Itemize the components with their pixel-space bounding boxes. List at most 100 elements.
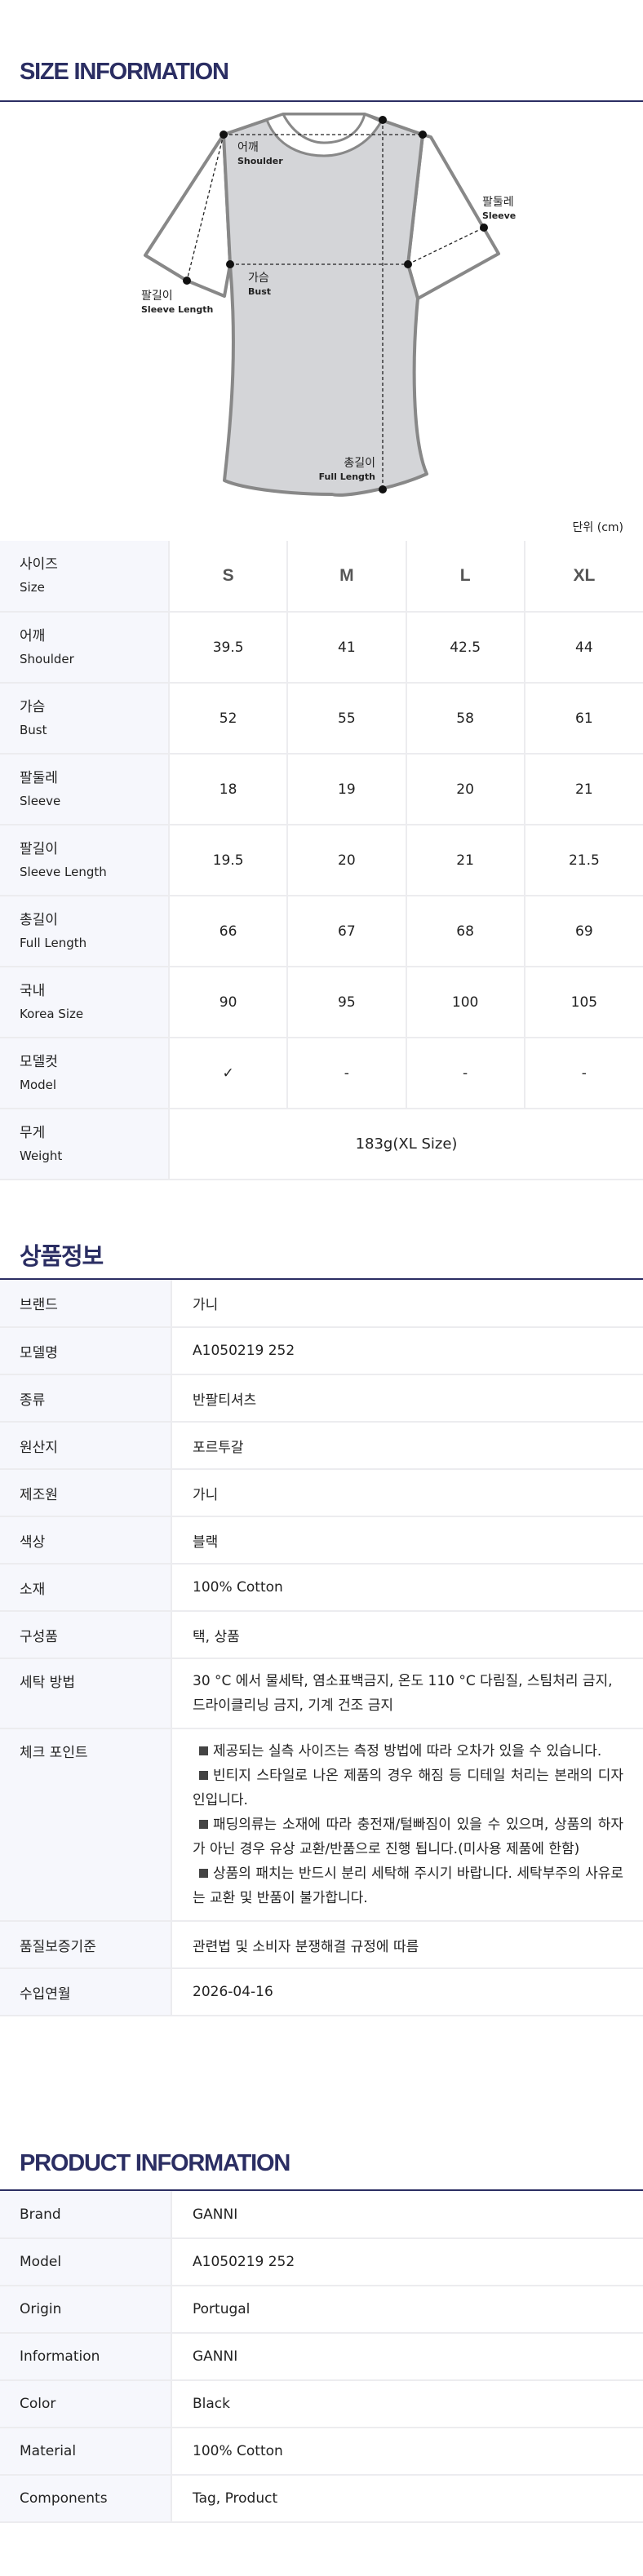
square-bullet-icon bbox=[199, 1771, 208, 1780]
size-value: 68 bbox=[406, 896, 525, 967]
size-value: 21.5 bbox=[524, 825, 643, 896]
info-row: 색상 블랙 bbox=[0, 1516, 643, 1565]
info-label: Material bbox=[0, 2428, 172, 2476]
info-row: 소재 100% Cotton bbox=[0, 1564, 643, 1612]
size-value: 52 bbox=[169, 683, 289, 755]
check-point-item: 상품의 패치는 반드시 분리 세탁해 주시기 바랍니다. 세탁부주의 사유로는 … bbox=[193, 1866, 623, 1906]
size-row-label: 어깨 Shoulder bbox=[0, 612, 170, 684]
size-value: 55 bbox=[287, 683, 407, 755]
size-information-title: SIZE INFORMATION bbox=[20, 59, 229, 85]
info-value: Black bbox=[171, 2380, 643, 2428]
size-l: L bbox=[406, 541, 525, 613]
info-row: 세탁 방법 30 °C 에서 물세탁, 염소표백금지, 온도 110 °C 다림질… bbox=[0, 1658, 643, 1729]
weight-label: 무게 Weight bbox=[0, 1109, 170, 1180]
size-value: 90 bbox=[169, 967, 289, 1038]
measurement-lines bbox=[186, 120, 485, 489]
info-label: 종류 bbox=[0, 1374, 172, 1423]
info-value: 반팔티셔츠 bbox=[171, 1374, 643, 1423]
size-value: 61 bbox=[524, 683, 643, 755]
check-point-row: 체크 포인트 제공되는 실측 사이즈는 측정 방법에 따라 오차가 있을 수 있… bbox=[0, 1728, 643, 1922]
tshirt-outline bbox=[144, 113, 500, 497]
info-row: Information GANNI bbox=[0, 2333, 643, 2381]
size-s: S bbox=[169, 541, 289, 613]
size-value: 95 bbox=[287, 967, 407, 1038]
size-row: 국내 Korea Size 90 95 100 105 bbox=[0, 967, 643, 1038]
info-row: 구성품 택, 상품 bbox=[0, 1611, 643, 1659]
info-row: Origin Portugal bbox=[0, 2286, 643, 2334]
label-shoulder-en: Shoulder bbox=[237, 156, 283, 166]
size-value: - bbox=[287, 1038, 407, 1109]
size-value: 66 bbox=[169, 896, 289, 967]
info-value: 100% Cotton bbox=[171, 1564, 643, 1612]
info-value: 가니 bbox=[171, 1469, 643, 1517]
size-row-label: 모델컷 Model bbox=[0, 1038, 170, 1109]
info-label: Model bbox=[0, 2238, 172, 2286]
info-row: Components Tag, Product bbox=[0, 2475, 643, 2523]
label-sleeve-length-en: Sleeve Length bbox=[141, 304, 213, 315]
size-value: 41 bbox=[287, 612, 407, 684]
measurement-points bbox=[183, 116, 488, 494]
info-row: 제조원 가니 bbox=[0, 1469, 643, 1517]
info-row: 품질보증기준 관련법 및 소비자 분쟁해결 규정에 따름 bbox=[0, 1921, 643, 1969]
weight-value: 183g(XL Size) bbox=[169, 1109, 643, 1180]
info-label: 원산지 bbox=[0, 1422, 172, 1470]
product-info-ko-table: 브랜드 가니 모델명 A1050219 252 종류 반팔티셔츠 원산지 포르투갈 제조원 가니 색… bbox=[0, 1280, 643, 2016]
size-value: 20 bbox=[287, 825, 407, 896]
info-value: Portugal bbox=[171, 2286, 643, 2334]
title-divider bbox=[0, 2189, 643, 2191]
info-value: 블랙 bbox=[171, 1516, 643, 1565]
label-sleeve-length-ko: 팔길이 bbox=[141, 290, 173, 303]
check-point-list: 제공되는 실측 사이즈는 측정 방법에 따라 오차가 있을 수 있습니다. 빈티지… bbox=[171, 1728, 643, 1922]
label-sleeve-ko: 팔둘레 bbox=[482, 196, 514, 209]
size-header-label: 사이즈 Size bbox=[0, 541, 170, 613]
info-value: A1050219 252 bbox=[171, 2238, 643, 2286]
info-label: 수입연월 bbox=[0, 1968, 172, 2016]
size-row-label: 국내 Korea Size bbox=[0, 967, 170, 1038]
check-point-item: 빈티지 스타일로 나온 제품의 경우 해짐 등 디테일 처리는 본래의 디자인입… bbox=[193, 1768, 623, 1808]
size-row: 모델컷 Model ✓ - - - bbox=[0, 1038, 643, 1109]
label-bust-en: Bust bbox=[248, 286, 271, 297]
info-label: 품질보증기준 bbox=[0, 1921, 172, 1969]
tshirt-measurement-diagram: 어깨 Shoulder 팔둘레 Sleeve 가슴 Bust 팔길이 Sleev… bbox=[141, 113, 516, 497]
info-label: 세탁 방법 bbox=[0, 1658, 172, 1729]
size-row-label: 팔둘레 Sleeve bbox=[0, 754, 170, 825]
info-label: Color bbox=[0, 2380, 172, 2428]
info-row: 브랜드 가니 bbox=[0, 1280, 643, 1328]
size-value: 58 bbox=[406, 683, 525, 755]
info-value: GANNI bbox=[171, 2191, 643, 2239]
square-bullet-icon bbox=[199, 1820, 208, 1829]
check-point-item: 패딩의류는 소재에 따라 충전재/털빠짐이 있을 수 있으며, 상품의 하자가 … bbox=[193, 1817, 623, 1857]
title-divider bbox=[0, 100, 643, 102]
size-value: 39.5 bbox=[169, 612, 289, 684]
info-label: 브랜드 bbox=[0, 1280, 172, 1328]
info-row: Model A1050219 252 bbox=[0, 2238, 643, 2286]
product-info-en-table: Brand GANNI Model A1050219 252 Origin Portuga… bbox=[0, 2191, 643, 2523]
label-sleeve-en: Sleeve bbox=[482, 210, 516, 221]
product-info-ko-title: 상품정보 bbox=[20, 1244, 104, 1270]
label-bust-ko: 가슴 bbox=[248, 272, 269, 285]
info-label: 제조원 bbox=[0, 1469, 172, 1517]
size-table: 사이즈 Size S M L XL 어깨 Shoulder 39.5 41 42.5 44 가… bbox=[0, 541, 643, 1180]
info-label: 소재 bbox=[0, 1564, 172, 1612]
unit-label: 단위 (cm) bbox=[572, 521, 623, 534]
info-value: 100% Cotton bbox=[171, 2428, 643, 2476]
info-label: Brand bbox=[0, 2191, 172, 2239]
size-value: 100 bbox=[406, 967, 525, 1038]
info-value: 2026-04-16 bbox=[171, 1968, 643, 2016]
weight-row: 무게 Weight 183g(XL Size) bbox=[0, 1109, 643, 1180]
size-xl: XL bbox=[524, 541, 643, 613]
info-row: 모델명 A1050219 252 bbox=[0, 1327, 643, 1375]
size-value: 19.5 bbox=[169, 825, 289, 896]
square-bullet-icon bbox=[199, 1746, 208, 1755]
size-value: - bbox=[406, 1038, 525, 1109]
size-value: 19 bbox=[287, 754, 407, 825]
info-value: A1050219 252 bbox=[171, 1327, 643, 1375]
info-label: 모델명 bbox=[0, 1327, 172, 1375]
size-row: 가슴 Bust 52 55 58 61 bbox=[0, 683, 643, 755]
size-row: 팔둘레 Sleeve 18 19 20 21 bbox=[0, 754, 643, 825]
square-bullet-icon bbox=[199, 1869, 208, 1878]
info-row: 원산지 포르투갈 bbox=[0, 1422, 643, 1470]
info-row: Color Black bbox=[0, 2380, 643, 2428]
info-value: 포르투갈 bbox=[171, 1422, 643, 1470]
info-value: 30 °C 에서 물세탁, 염소표백금지, 온도 110 °C 다림질, 스팀처… bbox=[171, 1658, 643, 1729]
